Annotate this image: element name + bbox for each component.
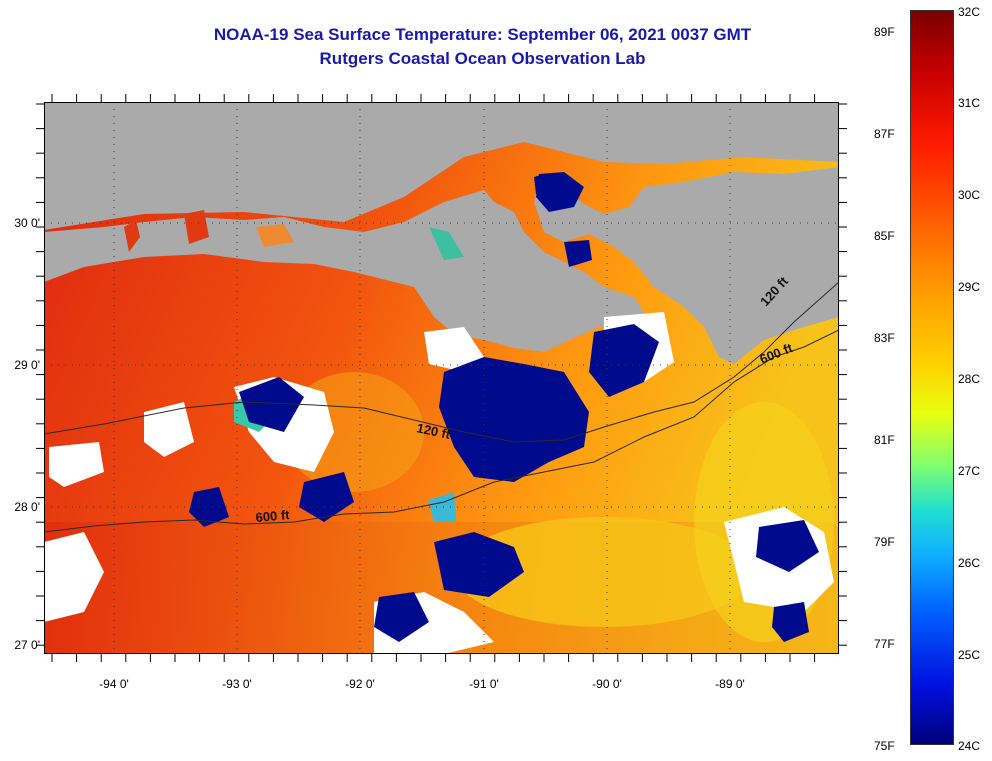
cloud-patch: [44, 532, 104, 622]
lon-label-90: -90 0': [592, 677, 622, 691]
sst-map: 120 ft 600 ft 120 ft 600 ft: [44, 102, 839, 654]
cold-blob: [189, 487, 229, 527]
map-subtitle: Rutgers Coastal Ocean Observation Lab: [319, 49, 646, 68]
colorbar-c-32: 32C: [958, 5, 981, 19]
lat-label-30: 30 0': [14, 216, 40, 230]
cold-blob: [439, 357, 589, 482]
cold-blob: [772, 602, 809, 642]
temperature-colorbar: [910, 10, 954, 745]
graticule: [44, 102, 839, 654]
colorbar-c-26: 26C: [958, 556, 981, 570]
depth-contour-120ft: [44, 281, 839, 443]
cold-blob: [534, 174, 546, 194]
colorbar-c-28: 28C: [958, 372, 981, 386]
cold-blob: [434, 532, 524, 597]
lat-label-27: 27 0': [14, 638, 40, 652]
colorbar-f-81: 81F: [874, 433, 895, 447]
land-upper: [44, 102, 839, 230]
lon-label-91: -91 0': [469, 677, 499, 691]
depth-contour-600ft: [44, 329, 839, 533]
depth-label-120ft-west: 120 ft: [415, 420, 452, 442]
cold-blob: [239, 377, 304, 432]
colorbar-f-79: 79F: [874, 535, 895, 549]
cold-blob: [564, 240, 592, 267]
colorbar-f-87: 87F: [874, 127, 895, 141]
bay-patch: [184, 210, 209, 244]
cold-blob: [589, 324, 659, 397]
bay-patch: [429, 227, 464, 260]
cloud-patch: [424, 327, 484, 372]
bay-patch: [124, 220, 140, 252]
colorbar-f-75: 75F: [874, 739, 895, 753]
cold-blob: [536, 172, 584, 212]
colorbar-c-29: 29C: [958, 280, 981, 294]
colorbar-c-31: 31C: [958, 96, 981, 110]
lon-label-92: -92 0': [345, 677, 375, 691]
colorbar-f-83: 83F: [874, 331, 895, 345]
colorbar-c-25: 25C: [958, 648, 981, 662]
lat-label-28: 28 0': [14, 500, 40, 514]
lon-label-89: -89 0': [715, 677, 745, 691]
bay-patch: [256, 224, 294, 247]
map-frame: [44, 102, 839, 654]
map-title: NOAA-19 Sea Surface Temperature: Septemb…: [213, 25, 752, 44]
colorbar-f-85: 85F: [874, 229, 895, 243]
colorbar-c-27: 27C: [958, 464, 981, 478]
cold-blob: [756, 520, 819, 572]
lon-label-93: -93 0': [222, 677, 252, 691]
warm-patch: [454, 517, 754, 627]
colorbar-f-77: 77F: [874, 637, 895, 651]
cloud-patch: [144, 402, 194, 457]
cloud-patch: [49, 442, 104, 487]
colorbar-c-30: 30C: [958, 188, 981, 202]
depth-label-600ft-west: 600 ft: [255, 507, 291, 525]
lon-label-94: -94 0': [99, 677, 129, 691]
cold-blob: [299, 472, 354, 522]
cold-blob: [374, 592, 429, 642]
lat-label-29: 29 0': [14, 358, 40, 372]
colorbar-f-89: 89F: [874, 25, 895, 39]
colorbar-c-24: 24C: [958, 739, 981, 753]
